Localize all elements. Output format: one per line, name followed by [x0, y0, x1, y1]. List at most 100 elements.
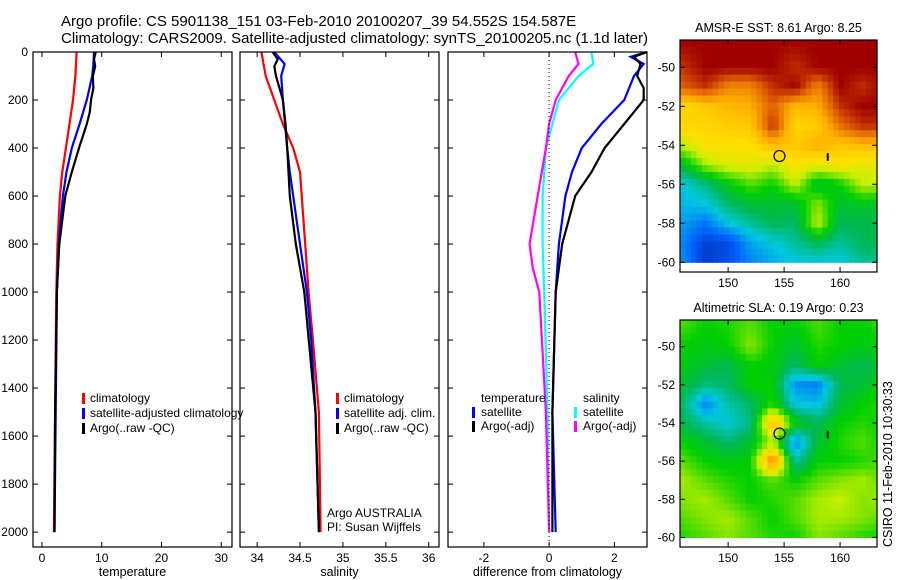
heatmap-cell [685, 394, 692, 403]
heatmap-cell [685, 340, 692, 348]
heatmap-cell [794, 116, 801, 124]
heatmap-cell [816, 241, 823, 249]
heatmap-cell [685, 462, 692, 471]
heatmap-cell [833, 353, 840, 362]
heatmap-cell [800, 171, 807, 180]
heatmap-cell [844, 234, 851, 243]
heatmap-cell [690, 442, 698, 450]
heatmap-cell [756, 81, 763, 90]
heatmap-cell [794, 320, 801, 328]
heatmap-cell [860, 394, 867, 403]
heatmap-cell [800, 394, 807, 403]
heatmap-cell [844, 408, 851, 416]
heatmap-cell [800, 340, 807, 348]
heatmap-cell [740, 74, 747, 83]
y-tick-label: -58 [658, 216, 676, 230]
heatmap-cell [794, 227, 801, 236]
heatmap-cell [849, 227, 856, 236]
heatmap-cell [778, 408, 785, 416]
heatmap-cell [712, 435, 719, 443]
heatmap-cell [734, 123, 741, 131]
heatmap-cell [805, 241, 812, 249]
heatmap-cell [745, 46, 752, 55]
heatmap-cell [794, 74, 801, 83]
heatmap-cell [816, 151, 823, 159]
heatmap-cell [866, 178, 873, 187]
heatmap-cell [871, 81, 878, 90]
heatmap-cell [712, 130, 719, 138]
heatmap-cell [729, 489, 736, 498]
heatmap-cell [773, 347, 780, 355]
heatmap-cell [707, 67, 714, 76]
heatmap-cell [701, 234, 708, 243]
heatmap-cell [729, 360, 736, 369]
heatmap-cell [794, 340, 801, 348]
x-tick-label: 35.5 [374, 551, 398, 565]
heatmap-cell [756, 171, 763, 180]
heatmap-cell [871, 347, 878, 355]
heatmap-cell [718, 387, 725, 396]
heatmap-cell [767, 227, 774, 236]
heatmap-cell [789, 171, 796, 180]
heatmap-cell [767, 248, 774, 256]
heatmap-cell [701, 360, 708, 369]
heatmap-cell [718, 241, 725, 249]
heatmap-cell [767, 387, 774, 396]
heatmap-cell [800, 367, 807, 375]
heatmap-cell [773, 248, 780, 256]
heatmap-cell [740, 374, 747, 382]
heatmap-cell [811, 489, 818, 498]
heatmap-cell [866, 489, 873, 498]
heatmap-cell [849, 435, 856, 443]
heatmap-cell [718, 469, 725, 477]
chart-difference: difference from climatology-2 0 2temperatu… [447, 50, 648, 579]
heatmap-cell [866, 144, 873, 152]
heatmap-cell [685, 347, 692, 355]
heatmap-cell [723, 347, 730, 355]
heatmap-cell [855, 523, 862, 532]
heatmap-cell [745, 435, 752, 443]
heatmap-cell [729, 428, 736, 437]
heatmap-cell [833, 123, 840, 131]
heatmap-cell [680, 178, 687, 187]
heatmap-cell [718, 213, 725, 222]
heatmap-cell [712, 340, 719, 348]
heatmap-cell [690, 192, 698, 201]
heatmap-cell [740, 248, 747, 256]
heatmap-cell [767, 95, 774, 104]
heatmap-cell [871, 88, 878, 97]
heatmap-cell [745, 81, 752, 90]
heatmap-cell [756, 326, 763, 335]
heatmap-cell [685, 483, 692, 491]
heatmap-cell [866, 421, 873, 430]
heatmap-cell [729, 227, 736, 236]
heatmap-cell [740, 476, 747, 484]
heatmap-cell [838, 530, 845, 539]
heatmap-cell [723, 255, 730, 263]
heatmap-cell [849, 442, 856, 450]
heatmap-cell [860, 234, 867, 243]
heatmap-cell [866, 517, 873, 525]
heatmap-cell [827, 206, 834, 215]
heatmap-cell [734, 523, 741, 532]
heatmap-cell [860, 387, 867, 396]
heatmap-cell [701, 158, 708, 166]
heatmap-cell [690, 510, 698, 518]
heatmap-cell [745, 227, 752, 236]
heatmap-cell [855, 462, 862, 471]
heatmap-cell [723, 95, 730, 104]
map-title: AMSR-E SST: 8.61 Argo: 8.25 [695, 21, 862, 35]
heatmap-cell [811, 374, 818, 382]
heatmap-cell [800, 165, 807, 173]
heatmap-cell [729, 503, 736, 511]
figure-title-line1: Argo profile: CS 5901138_151 03-Feb-2010… [61, 13, 577, 30]
heatmap-cell [794, 46, 801, 55]
heatmap-cell [773, 394, 780, 403]
heatmap-cell [767, 483, 774, 491]
heatmap-cell [860, 40, 867, 48]
heatmap-cell [729, 333, 736, 341]
heatmap-cell [833, 158, 840, 166]
heatmap-cell [729, 347, 736, 355]
heatmap-cell [751, 116, 758, 124]
heatmap-cell [723, 415, 730, 423]
